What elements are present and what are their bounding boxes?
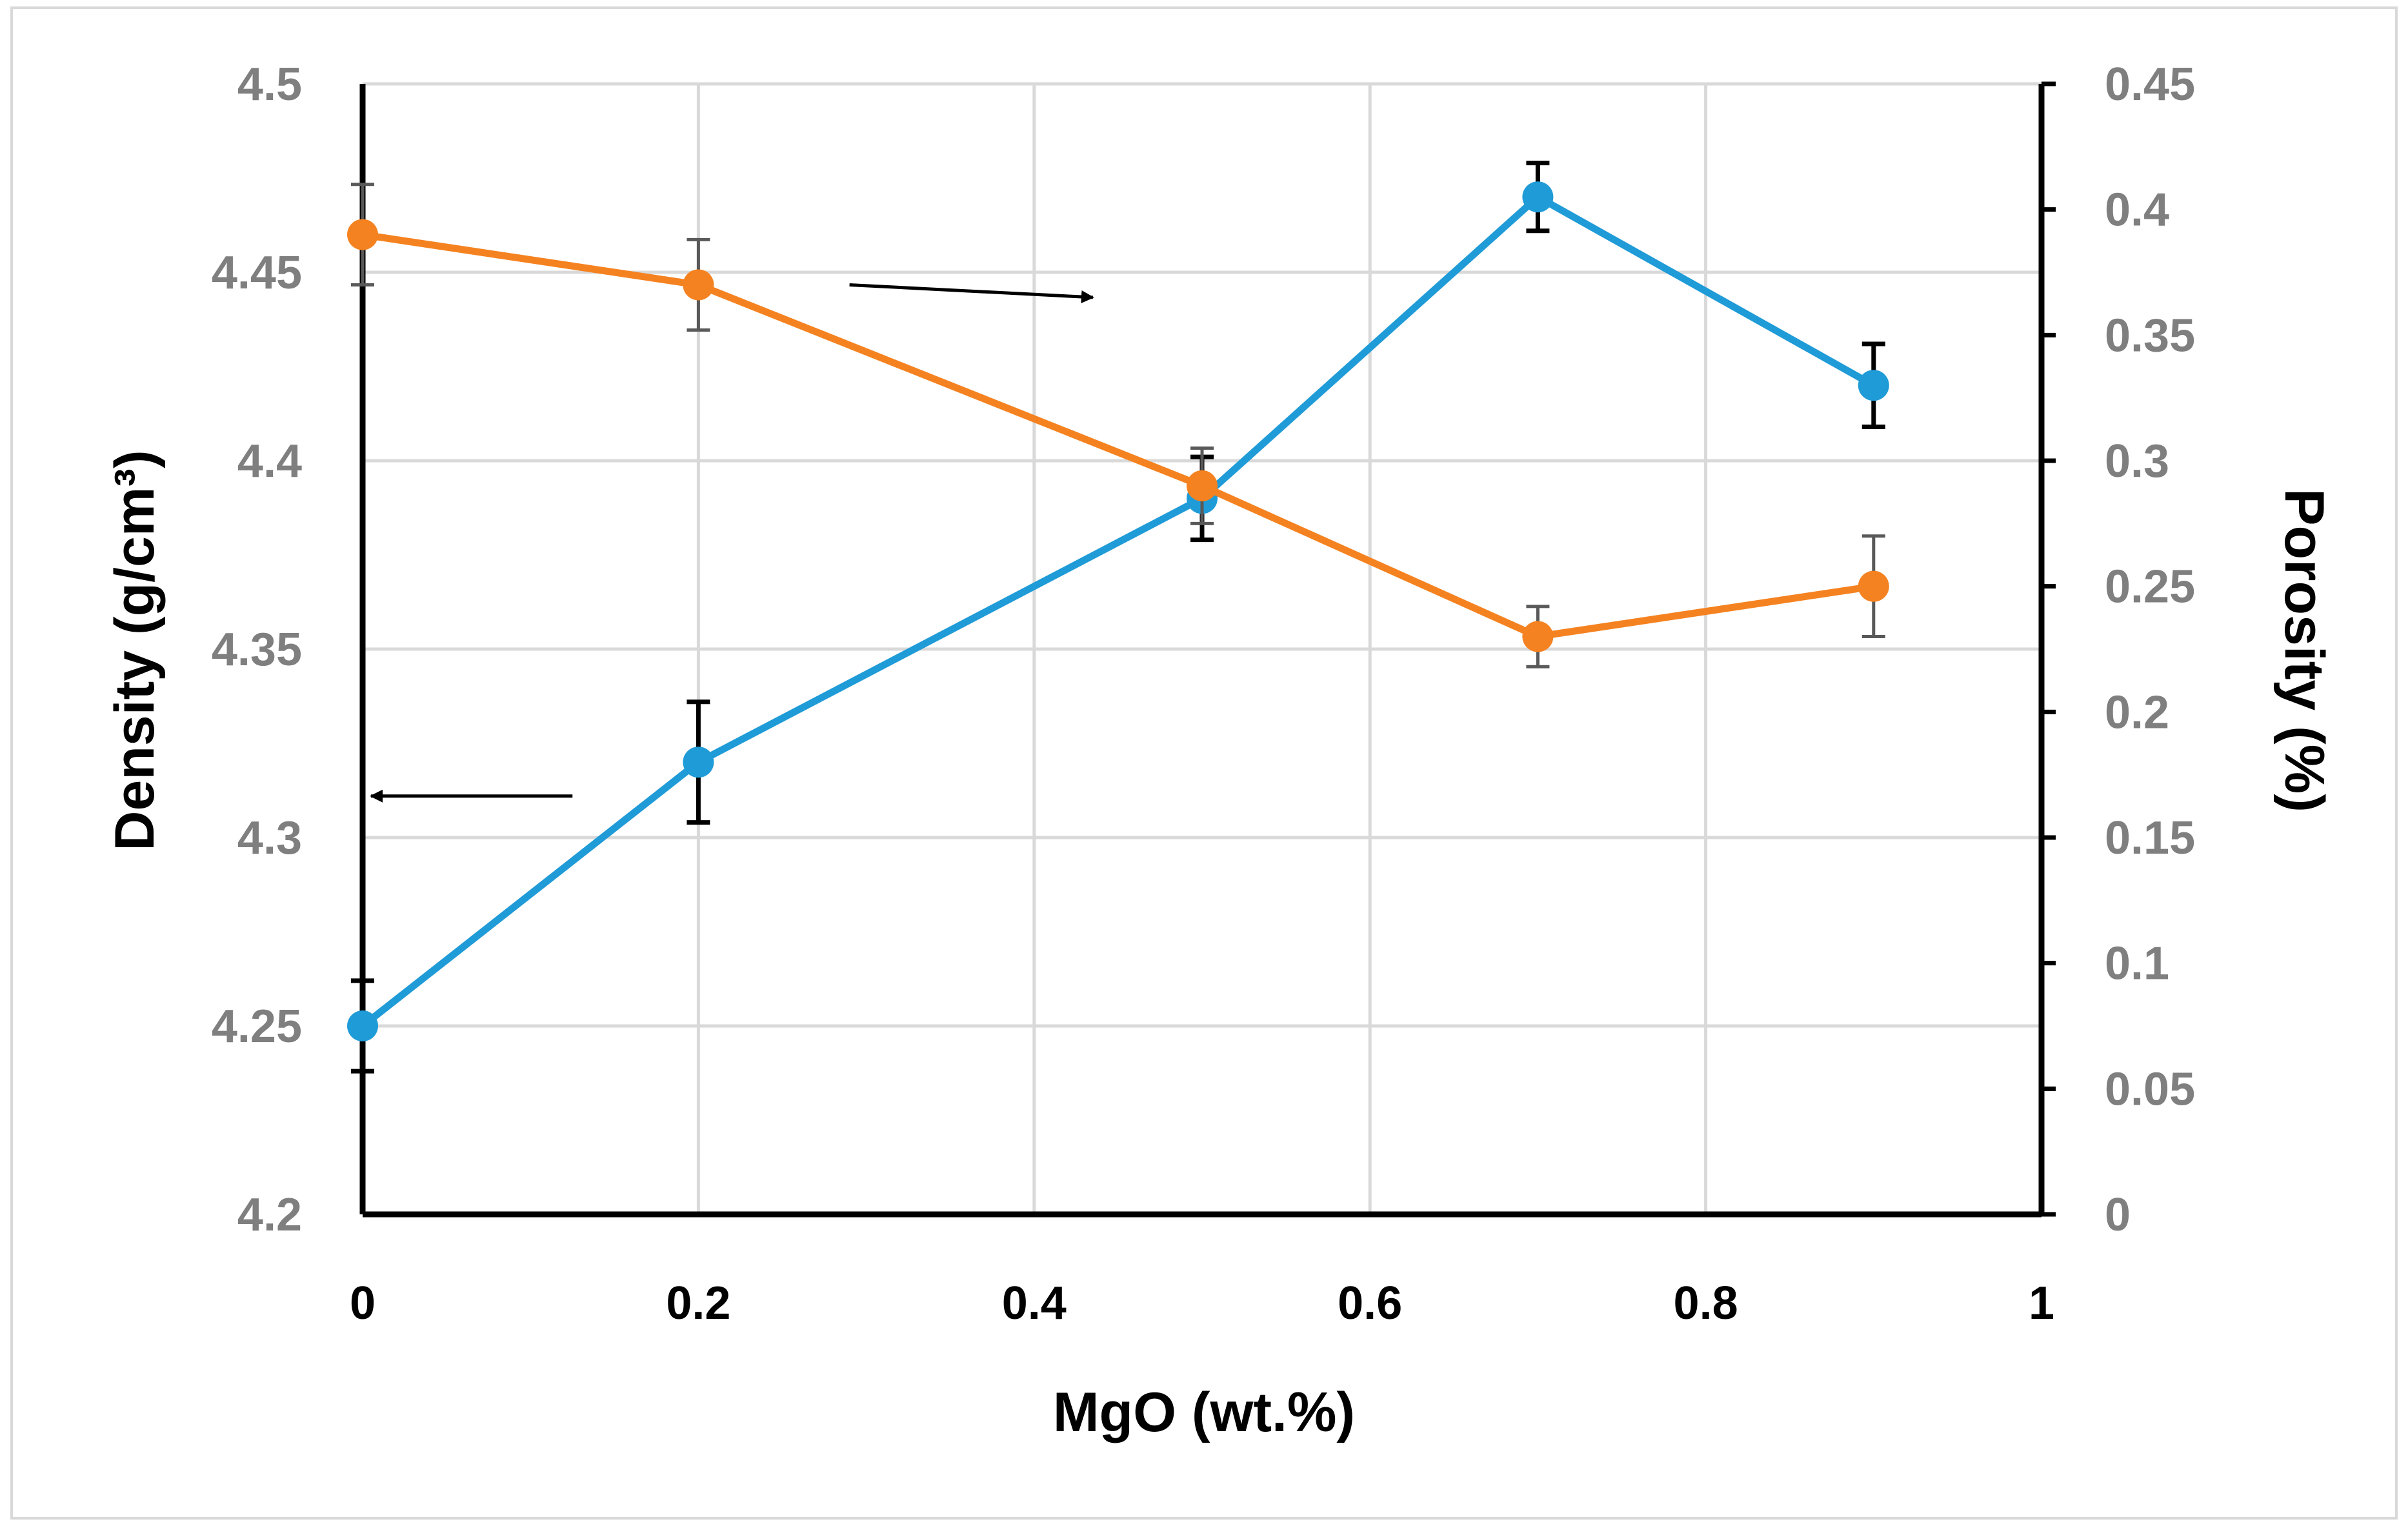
- y2-tick-label: 0.2: [2105, 687, 2169, 738]
- y-tick-label: 4.5: [237, 59, 302, 110]
- density-data-point: [683, 747, 714, 778]
- x-tick-label: 0.8: [1674, 1278, 1738, 1329]
- x-tick-label: 0.4: [1002, 1278, 1067, 1329]
- x-tick-label: 1: [2029, 1278, 2054, 1329]
- y2-tick-label: 0.05: [2105, 1063, 2195, 1115]
- x-tick-label: 0.2: [666, 1278, 730, 1329]
- porosity-data-point: [1187, 470, 1218, 501]
- y-tick-label: 4.4: [237, 436, 302, 487]
- density-data-point: [347, 1010, 378, 1041]
- y2-tick-label: 0.45: [2105, 59, 2195, 110]
- y-tick-label: 4.3: [237, 812, 302, 864]
- y2-tick-label: 0.3: [2105, 436, 2169, 487]
- y-tick-label: 4.2: [237, 1189, 302, 1241]
- density-data-point: [1522, 181, 1554, 213]
- y2-tick-label: 0.35: [2105, 310, 2195, 361]
- y2-tick-label: 0.4: [2105, 185, 2169, 236]
- chart-frame: [10, 6, 2398, 1520]
- porosity-data-point: [347, 219, 378, 250]
- x-axis-title: MgO (wt.%): [1053, 1381, 1355, 1443]
- y2-axis-title: Porosity (%): [2273, 488, 2335, 812]
- density-data-point: [1858, 370, 1889, 401]
- porosity-axis-arrow: [849, 283, 1094, 303]
- y-axis-title: Density (g/cm³): [104, 450, 166, 850]
- y2-tick-label: 0.1: [2105, 938, 2169, 990]
- x-tick-label: 0.6: [1338, 1278, 1402, 1329]
- porosity-data-point: [1522, 621, 1554, 652]
- y-tick-label: 4.25: [212, 1001, 302, 1052]
- y2-tick-label: 0.15: [2105, 812, 2195, 864]
- x-tick-label: 0: [350, 1278, 376, 1329]
- porosity-data-point: [1858, 570, 1889, 602]
- y2-tick-label: 0.25: [2105, 561, 2195, 613]
- y-tick-label: 4.35: [212, 624, 302, 676]
- y2-tick-label: 0: [2105, 1189, 2131, 1241]
- porosity-data-point: [683, 269, 714, 301]
- y-tick-label: 4.45: [212, 247, 302, 299]
